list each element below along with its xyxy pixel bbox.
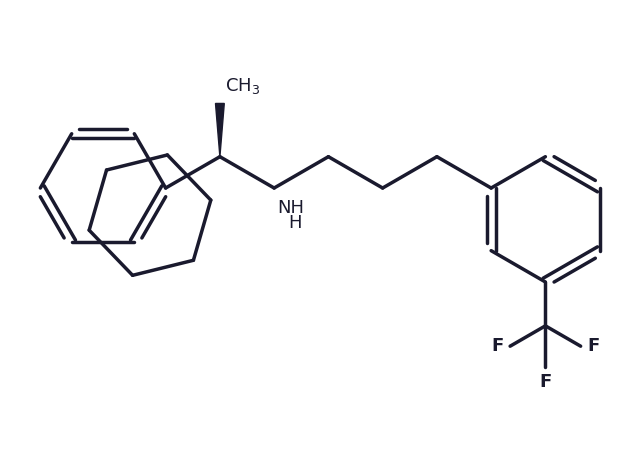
Text: F: F — [587, 337, 599, 355]
Text: NH: NH — [277, 199, 304, 217]
Text: F: F — [492, 337, 504, 355]
Polygon shape — [216, 103, 224, 157]
Text: CH$_3$: CH$_3$ — [225, 76, 260, 96]
Text: H: H — [288, 214, 301, 232]
Text: F: F — [540, 373, 552, 391]
